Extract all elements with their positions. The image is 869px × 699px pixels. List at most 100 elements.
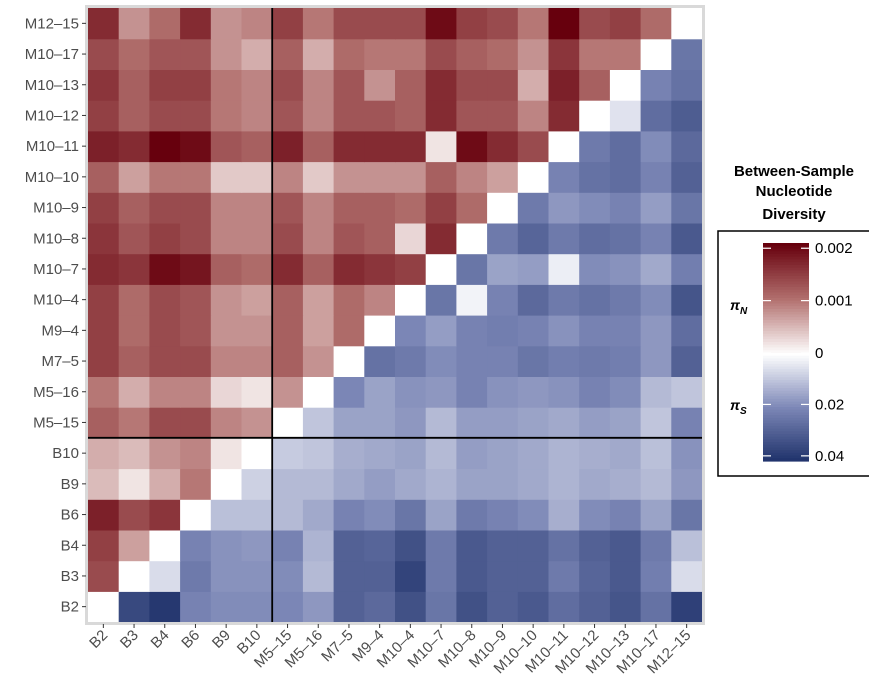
heatmap-cell [118, 560, 150, 592]
heatmap-cell [364, 407, 396, 439]
heatmap-cell [302, 407, 335, 439]
heatmap-cell [640, 560, 672, 592]
heatmap-cell [210, 100, 243, 132]
legend-colorbar-segment [763, 254, 809, 258]
heatmap-cell [333, 315, 365, 347]
heatmap-cell [88, 499, 120, 531]
legend-tick-label: 0.002 [815, 240, 853, 257]
legend-colorbar-segment [763, 401, 809, 405]
heatmap-cell [272, 407, 304, 439]
heatmap-cell [180, 284, 212, 316]
heatmap-cell [395, 468, 427, 500]
heatmap-cell [395, 499, 427, 531]
heatmap-cell [548, 8, 580, 40]
heatmap-cell [425, 253, 457, 285]
heatmap-cell [425, 130, 457, 163]
x-tick-label: M7–5 [318, 627, 357, 666]
legend-colorbar-segment [763, 303, 809, 307]
heatmap-cell [548, 192, 580, 224]
x-tick-label: B9 [209, 627, 234, 652]
heatmap-cell [487, 407, 519, 439]
y-tick-label: M12–15 [25, 15, 79, 32]
legend-colorbar-segment [763, 350, 809, 354]
heatmap-cell [548, 468, 580, 500]
heatmap-cell [118, 591, 150, 623]
y-tick-label: B10 [52, 445, 79, 462]
y-tick-label: M10–17 [25, 46, 79, 63]
legend-colorbar-segment [763, 442, 809, 446]
heatmap-cell [487, 192, 519, 224]
heatmap-cell [671, 560, 703, 592]
heatmap-cell [88, 376, 120, 408]
legend-colorbar-segment [763, 458, 809, 462]
legend-colorbar-segment [763, 439, 809, 443]
heatmap-cell [456, 591, 488, 623]
heatmap-cell [118, 315, 150, 347]
legend-colorbar-segment [763, 407, 809, 411]
y-tick-label: B3 [61, 568, 79, 585]
heatmap-cell [671, 437, 703, 470]
heatmap-cell [425, 315, 457, 347]
heatmap-cell [210, 192, 243, 224]
heatmap-cell [149, 315, 181, 347]
heatmap-cell [118, 130, 150, 163]
heatmap-cell [180, 38, 212, 70]
heatmap-cell [395, 315, 427, 347]
heatmap-cell [149, 376, 181, 408]
heatmap-cell [640, 407, 672, 439]
y-tick-label: M10–7 [33, 261, 79, 278]
heatmap-cell [210, 284, 243, 316]
heatmap-cell [149, 560, 181, 592]
heatmap-cell [364, 376, 396, 408]
heatmap-cell [210, 437, 243, 470]
heatmap-cell [548, 69, 580, 101]
heatmap-cell [579, 222, 611, 255]
x-tick-label: B3 [117, 627, 142, 652]
legend-colorbar-segment [763, 262, 809, 266]
heatmap-cell [609, 591, 642, 623]
heatmap-cell [241, 407, 273, 439]
heatmap-cell [272, 130, 304, 163]
heatmap-cell [88, 192, 120, 224]
heatmap-cell [210, 8, 243, 40]
legend-colorbar-segment [763, 328, 809, 332]
heatmap-cell [180, 253, 212, 285]
heatmap-cell [149, 345, 181, 377]
heatmap-cell [395, 69, 427, 101]
heatmap-cell [333, 222, 365, 255]
heatmap-cell [272, 591, 304, 623]
heatmap-cell [640, 8, 672, 40]
y-tick-label: M10–4 [33, 292, 79, 309]
heatmap-cell [88, 253, 120, 285]
heatmap-cell [333, 253, 365, 285]
legend-tick-label: 0.001 [815, 293, 853, 310]
heatmap-cell [671, 253, 703, 285]
heatmap-cell [333, 437, 365, 470]
heatmap-cell [210, 468, 243, 500]
heatmap-cell [456, 222, 488, 255]
heatmap-cell [149, 468, 181, 500]
heatmap-cell [671, 130, 703, 163]
heatmap-cell [364, 38, 396, 70]
heatmap-cell [579, 560, 611, 592]
heatmap-cell [302, 468, 335, 500]
heatmap-cell [609, 222, 642, 255]
heatmap-cell [118, 284, 150, 316]
heatmap-cell [395, 253, 427, 285]
heatmap-cell [149, 407, 181, 439]
heatmap-cell [517, 192, 550, 224]
y-tick-label: M10–10 [25, 169, 79, 186]
heatmap-cell [456, 345, 488, 377]
heatmap-cell [395, 560, 427, 592]
heatmap-cell [579, 407, 611, 439]
heatmap-cell [180, 529, 212, 562]
heatmap-cell [88, 468, 120, 500]
heatmap-cell [579, 376, 611, 408]
heatmap-cell [517, 69, 550, 101]
heatmap-cell [149, 192, 181, 224]
heatmap-cell [118, 222, 150, 255]
heatmap-cell [241, 253, 273, 285]
legend-title-line-2: Nucleotide [756, 183, 833, 200]
heatmap-cell [241, 437, 273, 470]
heatmap-cell [487, 345, 519, 377]
